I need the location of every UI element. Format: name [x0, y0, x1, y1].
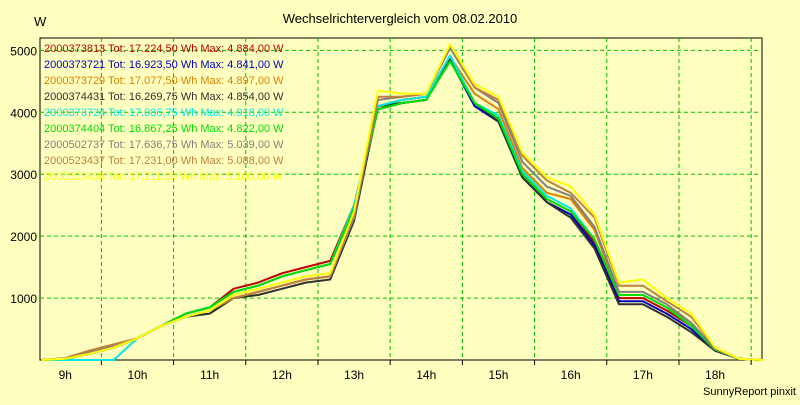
footer-credit: SunnyReport pinxit — [703, 386, 796, 398]
legend-entry-6: 2000374404 Tot: 16.867,25 Wh Max: 4.822,… — [44, 123, 284, 135]
legend-entry-7: 2000502737 Tot: 17.636,75 Wh Max: 5.039,… — [44, 139, 284, 151]
legend-entry-8: 2000523437 Tot: 17.231,00 Wh Max: 5.088,… — [44, 155, 284, 167]
chart-title: Wechselrichtervergleich vom 08.02.2010 — [283, 11, 518, 26]
y-tick-label: 4000 — [10, 106, 37, 120]
legend-entry-5: 2000373724 Tot: 17.086,75 Wh Max: 4.918,… — [44, 107, 284, 119]
x-tick-label: 16h — [561, 368, 581, 382]
legend-entry-3: 2000373729 Tot: 17.077,50 Wh Max: 4.897,… — [44, 75, 284, 87]
x-tick-label: 10h — [127, 368, 147, 382]
legend-entry-9: 2000523438 Tot: 17.711,00 Wh Max: 5.100,… — [44, 171, 283, 183]
x-tick-label: 17h — [633, 368, 653, 382]
y-tick-label: 5000 — [10, 44, 37, 58]
x-tick-label: 14h — [416, 368, 436, 382]
x-tick-label: 12h — [272, 368, 292, 382]
legend-entry-1: 2000373813 Tot: 17.224,50 Wh Max: 4.884,… — [44, 43, 284, 55]
x-tick-label: 18h — [705, 368, 725, 382]
legend-entry-4: 2000374431 Tot: 16.269,75 Wh Max: 4.854,… — [44, 91, 284, 103]
y-tick-label: 2000 — [10, 230, 37, 244]
x-tick-label: 11h — [200, 368, 219, 382]
y-axis-unit-label: W — [34, 14, 47, 29]
legend: 2000373813 Tot: 17.224,50 Wh Max: 4.884,… — [44, 43, 284, 183]
legend-entry-2: 2000373721 Tot: 16.923,50 Wh Max: 4.841,… — [44, 59, 284, 71]
x-tick-label: 13h — [344, 368, 364, 382]
plot-area — [39, 37, 763, 361]
y-tick-label: 1000 — [10, 292, 37, 306]
axes: 1000 2000 3000 4000 5000 9h 10h 11h 12h 13h 14h 15h… — [10, 44, 752, 382]
y-tick-label: 3000 — [10, 168, 37, 182]
x-tick-label: 15h — [488, 368, 508, 382]
series-group — [41, 43, 764, 361]
series-line-9 — [41, 43, 764, 361]
x-tick-label: 9h — [59, 368, 72, 382]
